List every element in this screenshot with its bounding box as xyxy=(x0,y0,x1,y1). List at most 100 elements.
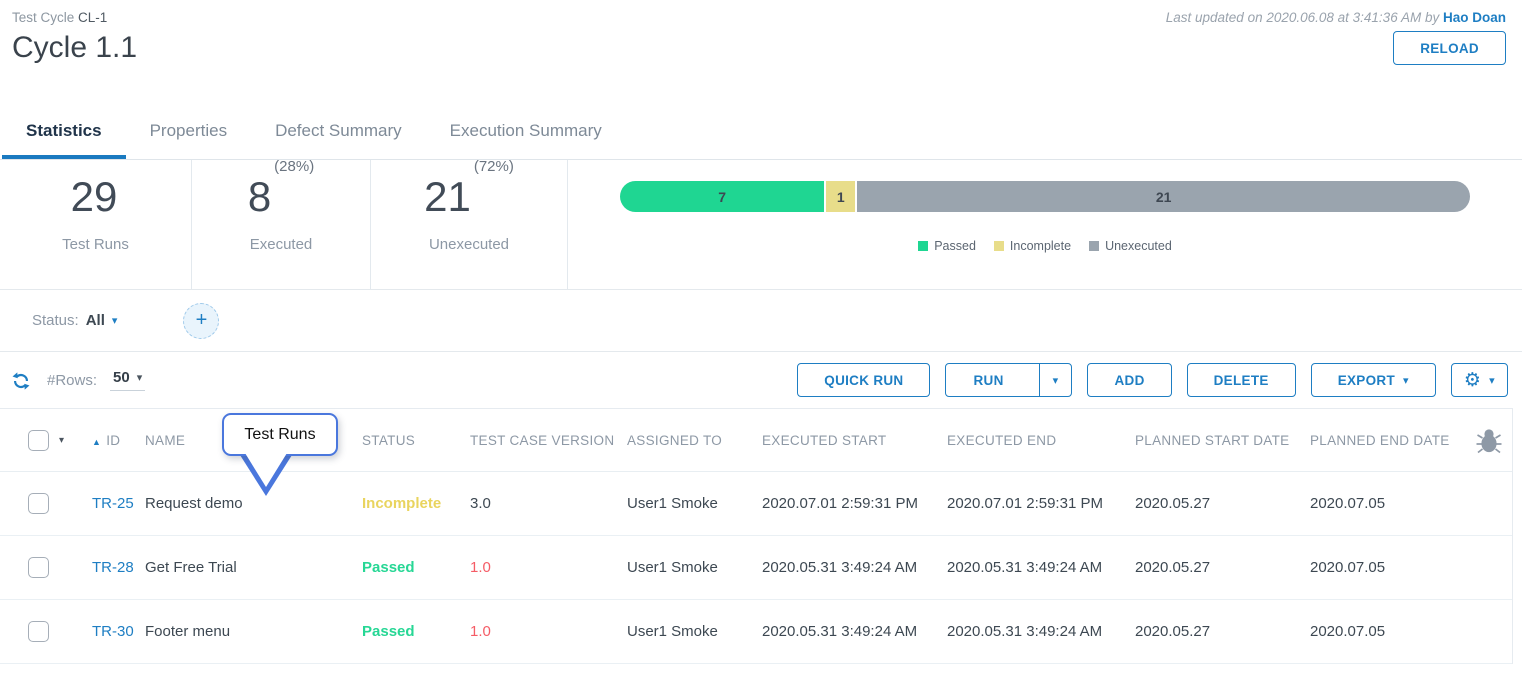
executed-start: 2020.05.31 3:49:24 AM xyxy=(762,559,918,576)
last-updated-text: Last updated on 2020.06.08 at 3:41:36 AM… xyxy=(1165,10,1440,25)
stat-unexecuted-value: 21 xyxy=(424,173,471,220)
status-badge: Passed xyxy=(362,559,415,576)
page-header: Test Cycle CL-1 Last updated on 2020.06.… xyxy=(0,0,1522,106)
breadcrumb: Test Cycle CL-1 xyxy=(12,10,107,25)
tab-defect-summary[interactable]: Defect Summary xyxy=(275,121,402,140)
column-header-id[interactable]: ▲ ID xyxy=(92,432,121,448)
tab-execution-summary[interactable]: Execution Summary xyxy=(449,121,602,140)
assigned-to: User1 Smoke xyxy=(627,623,718,640)
legend-passed: Passed xyxy=(918,239,976,253)
table-row: TR-30 Footer menu Passed 1.0 User1 Smoke… xyxy=(0,600,1512,664)
stacked-status-bar: 7 1 21 xyxy=(620,181,1470,212)
test-case-version: 3.0 xyxy=(470,495,491,512)
stat-test-runs: 29 Test Runs xyxy=(0,160,192,289)
filter-bar: Status: All ▾ + xyxy=(0,290,1522,352)
planned-start-date: 2020.05.27 xyxy=(1135,623,1211,640)
delete-button[interactable]: DELETE xyxy=(1186,363,1296,397)
bar-segment-unexecuted: 21 xyxy=(857,181,1470,212)
run-button[interactable]: RUN xyxy=(973,372,1004,388)
row-checkbox[interactable] xyxy=(28,557,49,578)
assigned-to: User1 Smoke xyxy=(627,495,718,512)
status-badge: Passed xyxy=(362,623,415,640)
executed-start: 2020.07.01 2:59:31 PM xyxy=(762,495,918,512)
column-header-defects[interactable] xyxy=(1465,426,1512,454)
column-header-planned-end-date[interactable]: PLANNED END DATE xyxy=(1310,432,1450,448)
table-toolbar: #Rows: 50 ▾ QUICK RUN RUN ▾ ADD DELETE EX… xyxy=(0,352,1522,408)
run-id-link[interactable]: TR-25 xyxy=(92,495,134,512)
quick-run-button[interactable]: QUICK RUN xyxy=(797,363,931,397)
stat-executed: 8(28%) Executed xyxy=(192,158,371,289)
select-all-checkbox[interactable] xyxy=(28,429,49,451)
rows-label: #Rows: xyxy=(47,371,98,389)
gear-icon: ⚙ xyxy=(1463,369,1482,391)
stat-unexecuted: 21(72%) Unexecuted xyxy=(371,158,568,289)
table-row: TR-28 Get Free Trial Passed 1.0 User1 Sm… xyxy=(0,536,1512,600)
legend-unexecuted: Unexecuted xyxy=(1089,239,1172,253)
status-filter-dropdown[interactable]: All xyxy=(85,312,105,329)
statistics-section: 29 Test Runs 8(28%) Executed 21(72%) Une… xyxy=(0,158,1522,290)
test-case-version: 1.0 xyxy=(470,623,491,640)
last-updated-user-link[interactable]: Hao Doan xyxy=(1442,10,1506,25)
legend-unexecuted-swatch xyxy=(1089,241,1100,251)
tab-properties[interactable]: Properties xyxy=(149,121,228,140)
executed-end: 2020.05.31 3:49:24 AM xyxy=(947,623,1103,640)
planned-end-date: 2020.07.05 xyxy=(1310,559,1386,576)
column-header-name[interactable]: NAME xyxy=(145,432,186,448)
row-checkbox[interactable] xyxy=(28,493,49,514)
run-name: Request demo xyxy=(145,495,243,512)
column-header-executed-start[interactable]: EXECUTED START xyxy=(762,432,887,448)
chevron-down-icon: ▾ xyxy=(1052,374,1059,387)
chevron-down-icon: ▾ xyxy=(1489,374,1495,387)
tab-statistics[interactable]: Statistics xyxy=(2,106,126,159)
executed-end: 2020.05.31 3:49:24 AM xyxy=(947,559,1103,576)
run-dropdown-button[interactable]: ▾ xyxy=(1038,364,1072,396)
bug-icon xyxy=(1476,429,1501,454)
run-split-button[interactable]: RUN ▾ xyxy=(945,363,1073,397)
stat-unexecuted-label: Unexecuted xyxy=(428,236,510,254)
column-header-test-case-version[interactable]: TEST CASE VERSION xyxy=(470,432,615,448)
refresh-icon[interactable] xyxy=(12,372,30,390)
column-header-planned-start-date[interactable]: PLANNED START DATE xyxy=(1135,432,1290,448)
bar-segment-passed: 7 xyxy=(620,181,825,212)
legend-passed-swatch xyxy=(918,241,929,251)
chevron-down-icon: ▾ xyxy=(136,372,143,384)
status-filter-label: Status: xyxy=(32,312,79,329)
chevron-down-icon: ▾ xyxy=(1403,374,1409,387)
tab-bar: Statistics Properties Defect Summary Exe… xyxy=(0,106,1522,160)
add-button[interactable]: ADD xyxy=(1087,363,1172,397)
planned-start-date: 2020.05.27 xyxy=(1135,495,1211,512)
column-header-executed-end[interactable]: EXECUTED END xyxy=(947,432,1057,448)
breadcrumb-id: CL-1 xyxy=(78,10,108,25)
test-runs-tooltip: Test Runs xyxy=(222,413,338,456)
test-case-version: 1.0 xyxy=(470,559,491,576)
chevron-down-icon[interactable]: ▾ xyxy=(111,315,118,327)
last-updated: Last updated on 2020.06.08 at 3:41:36 AM… xyxy=(1166,10,1506,25)
stat-test-runs-label: Test Runs xyxy=(62,236,129,254)
assigned-to: User1 Smoke xyxy=(627,559,718,576)
page-title: Cycle 1.1 xyxy=(12,31,138,64)
legend-incomplete-swatch xyxy=(993,241,1004,251)
test-runs-table: ▾ ▲ ID NAME STATUS TEST CASE VERSION ASSI… xyxy=(0,408,1513,664)
reload-button[interactable]: RELOAD xyxy=(1393,31,1506,65)
row-checkbox[interactable] xyxy=(28,621,49,642)
export-button[interactable]: EXPORT ▾ xyxy=(1310,363,1436,397)
chart-legend: Passed Incomplete Unexecuted xyxy=(620,239,1470,253)
run-name: Footer menu xyxy=(145,623,231,640)
run-name: Get Free Trial xyxy=(145,559,237,576)
status-badge: Incomplete xyxy=(362,495,442,512)
bar-segment-incomplete: 1 xyxy=(826,181,856,212)
add-filter-button[interactable]: + xyxy=(183,302,220,339)
sort-ascending-icon: ▲ xyxy=(92,436,102,447)
stat-executed-label: Executed xyxy=(249,236,313,254)
run-id-link[interactable]: TR-28 xyxy=(92,559,134,576)
chevron-down-icon[interactable]: ▾ xyxy=(59,434,65,446)
legend-incomplete: Incomplete xyxy=(993,239,1071,253)
column-header-assigned-to[interactable]: ASSIGNED TO xyxy=(627,432,723,448)
stat-test-runs-value: 29 xyxy=(70,173,118,220)
settings-gear-button[interactable]: ⚙ ▾ xyxy=(1450,363,1508,397)
run-id-link[interactable]: TR-30 xyxy=(92,623,134,640)
column-header-status[interactable]: STATUS xyxy=(362,432,416,448)
planned-end-date: 2020.07.05 xyxy=(1310,623,1386,640)
status-progress-chart: 7 1 21 Passed Incomplete Unexecuted xyxy=(568,160,1522,289)
rows-count-dropdown[interactable]: 50 ▾ xyxy=(110,369,146,391)
